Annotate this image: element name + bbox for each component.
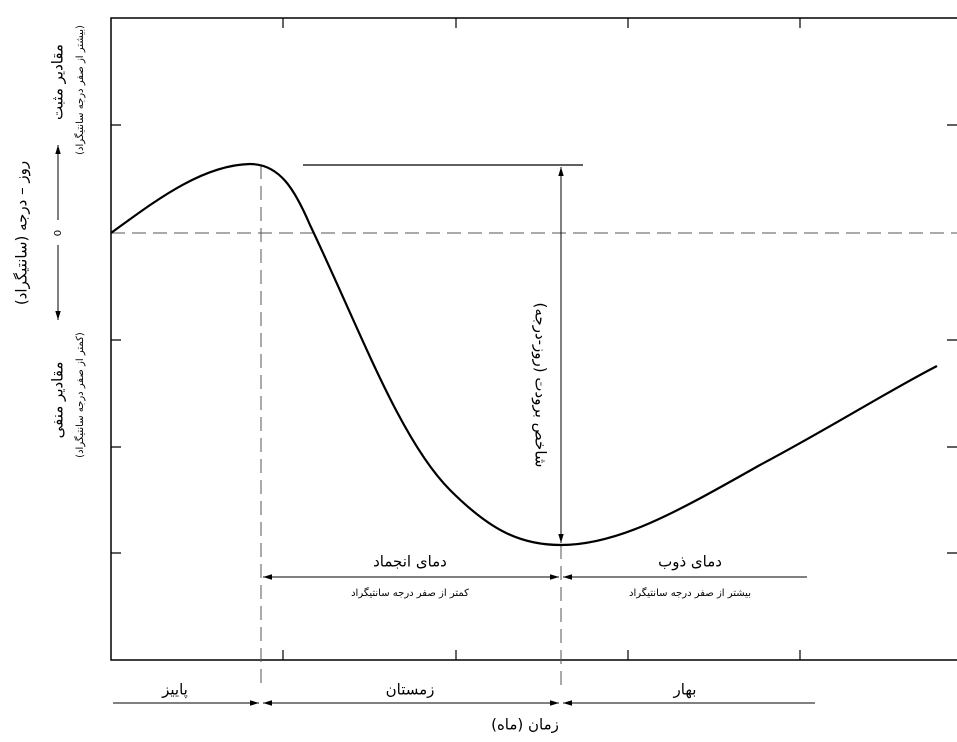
x-axis-title: زمان (ماه) (491, 716, 559, 734)
temperature-curve (110, 162, 938, 547)
positive-note: (بیشتر از صفر درجه سانتیگراد) (74, 25, 86, 155)
zero-label: 0 (53, 230, 64, 236)
thawing-label: دمای ذوب (658, 553, 722, 571)
frame (110, 17, 957, 661)
freezing-label: دمای انجماد (373, 553, 447, 571)
negative-label: مقادیر منفی (49, 362, 67, 439)
y-axis-title: روز – درجه (سانتیگراد) (13, 161, 31, 305)
season-label: بهار (673, 681, 697, 699)
freezing-note: کمتر از صفر درجه سانتیگراد (351, 587, 469, 599)
thawing-note: بیشتر از صفر درجه سانتیگراد (629, 587, 751, 599)
positive-label: مقادیر مثبت (49, 44, 67, 120)
index-label: شاخص برودت (روز-درجه) (532, 303, 550, 468)
season-label: زمستان (386, 681, 435, 699)
season-label: پاییز (161, 681, 188, 700)
negative-note: (کمتر از صفر درجه سانتیگراد) (74, 332, 86, 458)
